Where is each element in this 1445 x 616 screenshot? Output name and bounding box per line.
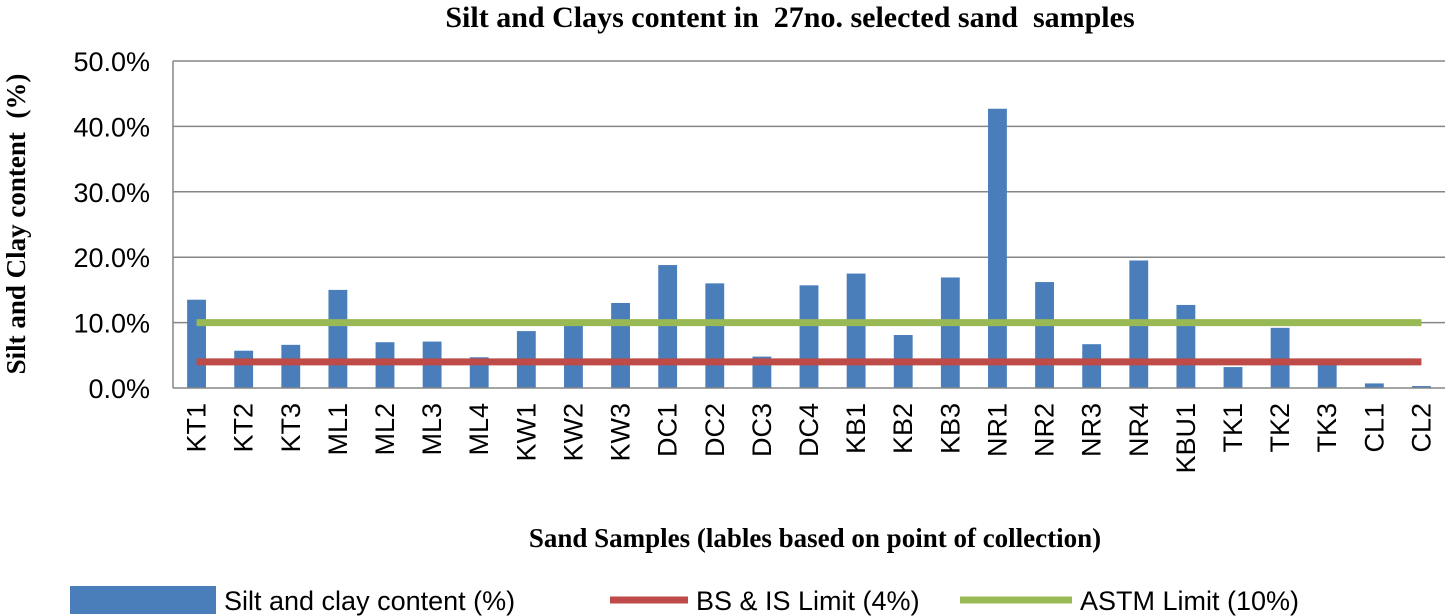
x-tick-label: CL2: [1406, 403, 1436, 453]
legend-label: ASTM Limit (10%): [1080, 586, 1299, 616]
x-tick-label: NR3: [1077, 403, 1107, 457]
x-tick-label: NR1: [982, 403, 1012, 457]
bar-TK3: [1317, 362, 1337, 388]
bar-CL1: [1364, 383, 1384, 388]
bar-DC1: [658, 265, 678, 388]
x-tick-label: NR2: [1030, 403, 1060, 457]
bar-KT3: [281, 344, 301, 388]
x-tick-label: KB2: [888, 403, 918, 454]
bar-KB3: [940, 277, 960, 388]
x-tick-label: NR4: [1124, 403, 1154, 457]
x-tick-label: ML1: [323, 403, 353, 456]
x-tick-labels: KT1 KT2 KT3 ML1 ML2 ML3 ML4 KW1 KW2 KW3 DC1 DC2 DC3 D…: [182, 403, 1437, 474]
y-tick-label: 40.0%: [73, 112, 150, 142]
bar-NR2: [1035, 282, 1054, 388]
x-tick-label: ML4: [464, 403, 494, 456]
y-tick-label: 10.0%: [73, 309, 150, 339]
x-tick-label: KB1: [841, 403, 871, 454]
x-tick-label: KW3: [606, 403, 636, 462]
bar-KBU1: [1176, 304, 1196, 388]
bar-KB1: [846, 273, 866, 388]
x-tick-label: KT1: [182, 403, 212, 453]
x-tick-label: KT3: [276, 403, 306, 453]
bar-KW2: [564, 325, 583, 388]
bar-KW3: [611, 302, 630, 388]
bar-NR1: [988, 108, 1007, 388]
legend-swatch-bar: [70, 586, 216, 614]
x-tick-label: DC3: [747, 403, 777, 457]
x-tick-label: KB3: [935, 403, 965, 454]
x-tick-label: TK1: [1218, 403, 1248, 453]
y-tick-labels: 0.0% 10.0% 20.0% 30.0% 40.0% 50.0%: [73, 47, 150, 404]
x-tick-label: DC4: [794, 403, 824, 457]
x-tick-label: TK3: [1312, 403, 1342, 453]
y-tick-label: 0.0%: [88, 374, 150, 404]
x-tick-label: TK2: [1265, 403, 1295, 453]
bar-KT2: [234, 350, 254, 388]
bar-KT1: [187, 299, 206, 388]
bars: [187, 108, 1431, 388]
bar-DC2: [705, 283, 725, 388]
x-tick-label: DC2: [700, 403, 730, 457]
limit-lines: [196, 319, 1422, 366]
x-tick-label: DC1: [653, 403, 683, 457]
bar-DC4: [799, 285, 819, 388]
x-tick-label: KBU1: [1171, 403, 1201, 474]
legend-label: Silt and clay content (%): [224, 586, 515, 616]
x-tick-label: ML2: [370, 403, 400, 456]
legend: Silt and clay content (%) BS & IS Limit (…: [70, 586, 1299, 616]
x-tick-label: KW1: [511, 403, 541, 462]
bar-TK1: [1223, 367, 1243, 388]
x-tick-label: ML3: [417, 403, 447, 456]
x-tick-label: KT2: [229, 403, 259, 453]
y-tick-label: 30.0%: [73, 178, 150, 208]
bar-NR3: [1082, 344, 1102, 388]
legend-label: BS & IS Limit (4%): [696, 586, 920, 616]
x-tick-label: CL1: [1359, 403, 1389, 453]
y-tick-label: 20.0%: [73, 243, 150, 273]
y-tick-label: 50.0%: [73, 47, 150, 77]
chart-title: Silt and Clays content in 27no. selected…: [445, 1, 1134, 34]
y-axis-label: Silt and Clay content (%): [1, 74, 31, 375]
x-tick-label: KW2: [558, 403, 588, 462]
x-axis-label: Sand Samples (lables based on point of c…: [529, 523, 1101, 553]
bar-TK2: [1270, 327, 1290, 388]
bar-ML1: [328, 289, 348, 388]
bar-CL2: [1412, 386, 1431, 388]
